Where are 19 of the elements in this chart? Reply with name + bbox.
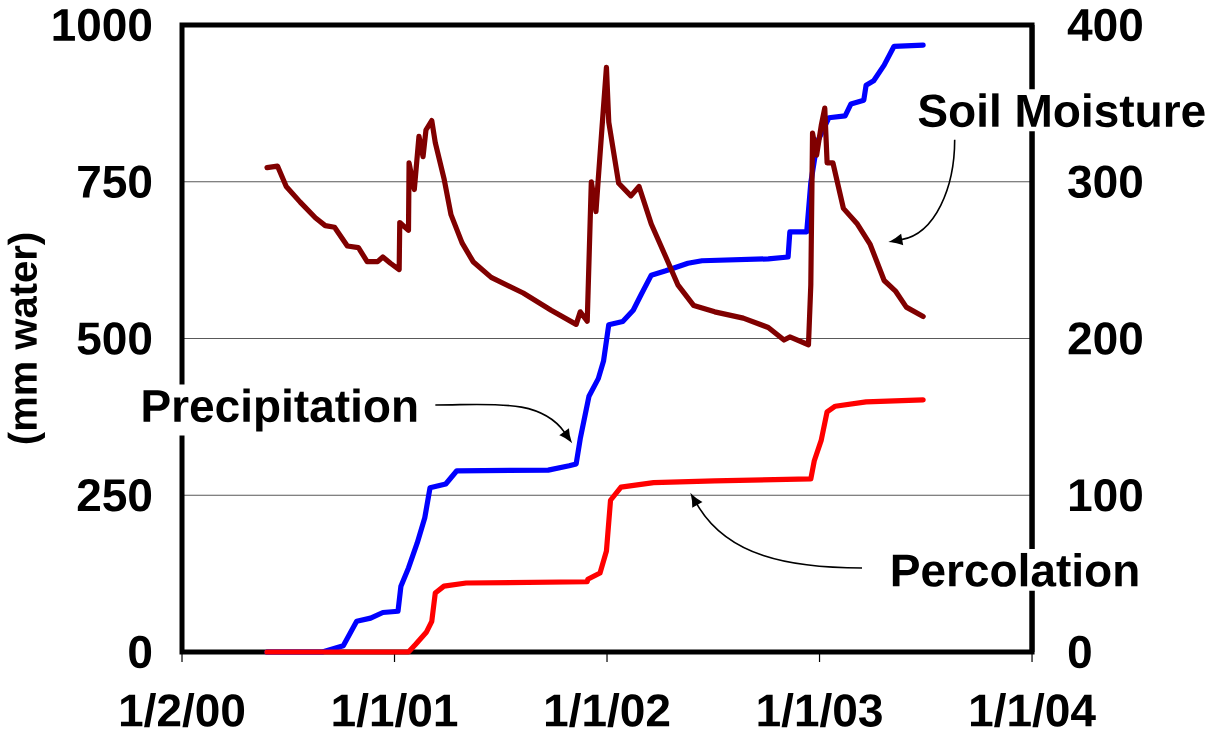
x-tick-label: 1/1/04 xyxy=(971,693,1096,728)
y-tick-label: 250 xyxy=(77,478,152,512)
series-label: Precipitation xyxy=(143,388,417,432)
x-tick-label: 1/1/03 xyxy=(758,693,882,728)
y2-tick-label: 200 xyxy=(1068,322,1142,355)
x-tick-label: 1/1/02 xyxy=(545,693,670,728)
y-tick-label: 1000 xyxy=(53,8,152,42)
y-axis-title: (mm water) xyxy=(7,233,45,444)
y-tick-label: 500 xyxy=(77,322,152,355)
y2-tick-label: 100 xyxy=(1069,478,1142,512)
x-tick-label: 1/2/00 xyxy=(120,693,245,728)
y-tick-label: 0 xyxy=(129,635,152,669)
text: Soil Moisture xyxy=(918,93,1205,128)
y2-tick-label: 400 xyxy=(1067,8,1142,42)
text: Percolation xyxy=(892,552,1138,587)
y2-tick-label: 300 xyxy=(1068,165,1142,199)
y-tick-label: 750 xyxy=(78,165,152,198)
y2-tick-label: 0 xyxy=(1068,635,1091,669)
x-tick-label: 1/1/01 xyxy=(333,693,458,728)
